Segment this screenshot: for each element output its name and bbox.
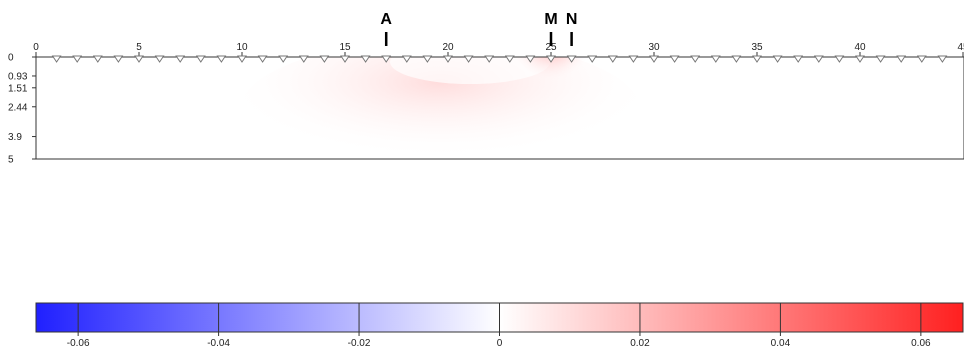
y-tick-label: 5 [8, 155, 14, 166]
x-tick-label: 25 [545, 42, 557, 53]
electrode [731, 55, 742, 63]
electrode [649, 55, 659, 63]
electrode [607, 55, 618, 63]
electrode [340, 55, 350, 63]
colorbar-tick-label: -0.04 [207, 338, 230, 349]
electrode [92, 55, 103, 63]
electrode [484, 55, 495, 63]
electrode [628, 55, 639, 63]
x-tick-label: 40 [854, 42, 866, 53]
x-tick-label: 15 [339, 42, 351, 53]
electrode [216, 55, 227, 63]
electrode [793, 55, 804, 63]
x-tick-label: 0 [33, 42, 39, 53]
electrode [896, 55, 907, 63]
electrode [855, 55, 865, 63]
y-tick-label: 0 [8, 53, 14, 64]
electrode [690, 55, 701, 63]
x-tick-label: 20 [442, 42, 454, 53]
electrode [154, 55, 165, 63]
colorbar-tick-label: -0.06 [67, 338, 90, 349]
electrode [587, 55, 598, 63]
electrode [237, 55, 247, 63]
electrode [113, 55, 124, 63]
electrode [134, 55, 144, 63]
electrode [463, 55, 474, 63]
electrode [319, 55, 330, 63]
electrode [195, 55, 206, 63]
electrode [443, 55, 453, 63]
electrode [257, 55, 268, 63]
x-tick-label: 45 [957, 42, 964, 53]
electrode [72, 55, 83, 63]
electrode [298, 55, 309, 63]
electrode [525, 55, 536, 63]
electrode [422, 55, 433, 63]
electrode [916, 55, 927, 63]
colorbar-tick-label: 0.06 [911, 338, 931, 349]
electrode [772, 55, 783, 63]
y-tick-label: 1.51 [8, 83, 28, 94]
sensitivity-field [240, 57, 640, 159]
colorbar-tick-label: 0 [497, 338, 503, 349]
colorbar-tick-label: 0.02 [630, 338, 650, 349]
colorbar-tick-label: 0.04 [771, 338, 791, 349]
x-tick-label: 35 [751, 42, 763, 53]
marker-label: M [544, 11, 557, 28]
electrode [51, 55, 62, 63]
electrode [278, 55, 289, 63]
section-frame [35, 56, 964, 160]
electrode [813, 55, 824, 63]
x-tick-label: 5 [136, 42, 142, 53]
x-tick-label: 10 [236, 42, 248, 53]
electrode [710, 55, 721, 63]
colorbar-tick-label: -0.02 [348, 338, 371, 349]
electrode [937, 55, 948, 63]
electrode [669, 55, 680, 63]
electrode [175, 55, 186, 63]
electrode [381, 55, 392, 63]
y-tick-label: 0.93 [8, 71, 28, 82]
electrode [752, 55, 762, 63]
electrode [834, 55, 845, 63]
x-tick-label: 30 [648, 42, 660, 53]
y-tick-label: 3.9 [8, 132, 22, 143]
y-tick-label: 2.44 [8, 102, 28, 113]
electrode [875, 55, 886, 63]
electrode [401, 55, 412, 63]
electrode [546, 55, 556, 63]
electrode [566, 55, 577, 63]
electrode [360, 55, 371, 63]
marker-label: A [380, 11, 392, 28]
marker-label: N [566, 11, 578, 28]
electrode [504, 55, 515, 63]
